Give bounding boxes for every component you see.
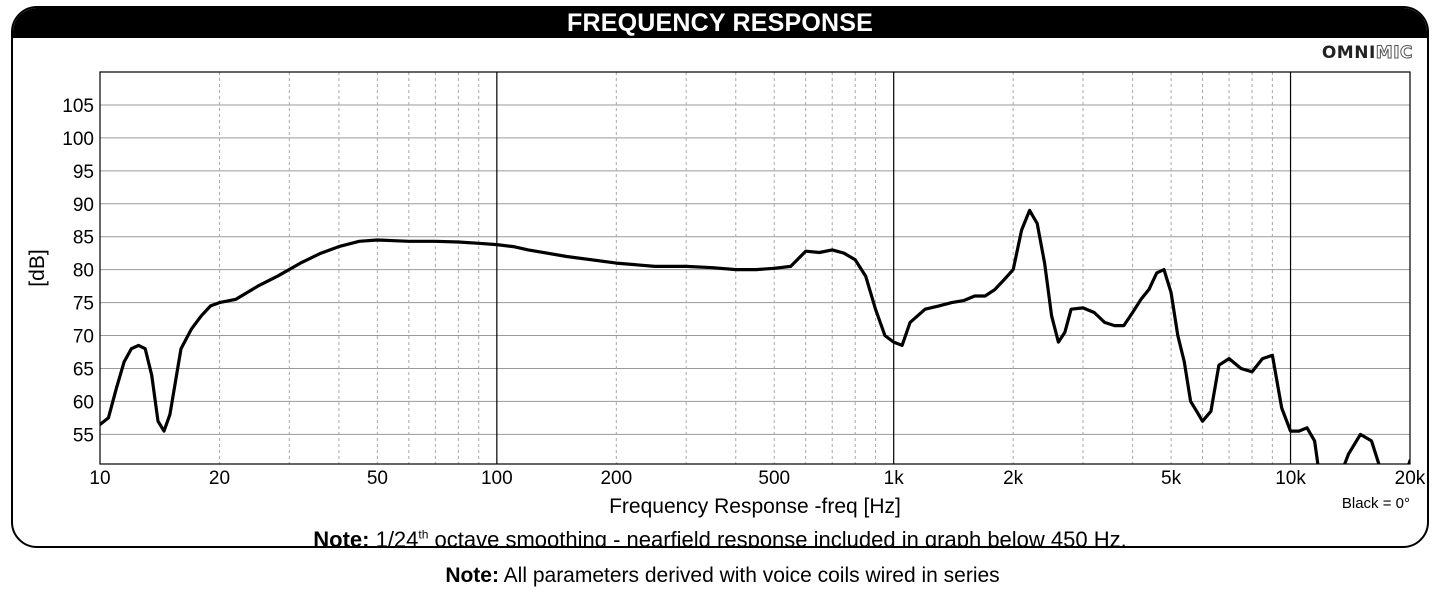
x-tick-label: 20	[209, 468, 230, 489]
x-tick-label: 200	[600, 468, 632, 489]
x-axis-label: Frequency Response -freq [Hz]	[609, 495, 901, 518]
smoothing-note-sup: th	[418, 527, 429, 542]
chart-frame: FREQUENCY RESPONSE OMNIMIC Note: 1/24th …	[11, 6, 1429, 548]
x-tick-label: 50	[367, 468, 388, 489]
y-tick-label: 95	[73, 162, 94, 183]
y-tick-label: 75	[73, 294, 94, 315]
tick-labels: 55 60 65 70 75 80 85 90 95 100 105 10 20 50 100 200 500 1…	[62, 96, 1426, 489]
x-tick-label: 5k	[1161, 468, 1182, 489]
y-tick-label: 100	[62, 129, 94, 150]
smoothing-note-text: octave smoothing - nearfield response in…	[428, 527, 1127, 548]
x-tick-label: 10	[89, 468, 110, 489]
brand-logo-mic: MIC	[1375, 43, 1413, 64]
series-wiring-note-label: Note:	[445, 564, 499, 587]
x-tick-label: 100	[481, 468, 513, 489]
x-tick-label: 500	[758, 468, 790, 489]
x-tick-label: 2k	[1003, 468, 1024, 489]
smoothing-note-label: Note:	[313, 527, 370, 548]
series-wiring-note-text: All parameters derived with voice coils …	[498, 564, 1000, 587]
brand-logo: OMNIMIC	[1321, 43, 1413, 64]
y-axis-label: [dB]	[26, 249, 49, 286]
y-tick-label: 70	[73, 327, 94, 348]
brand-logo-omni: OMNI	[1321, 43, 1376, 63]
series-wiring-note: Note: All parameters derived with voice …	[0, 564, 1445, 588]
plot-area-border	[99, 71, 1411, 465]
y-tick-label: 85	[73, 228, 94, 249]
y-tick-label: 60	[73, 392, 94, 413]
y-tick-label: 105	[62, 96, 94, 117]
x-tick-label: 20k	[1395, 468, 1426, 489]
chart-title: FREQUENCY RESPONSE	[13, 8, 1427, 38]
y-tick-label: 65	[73, 359, 94, 380]
smoothing-note: Note: 1/24th octave smoothing - nearfiel…	[13, 527, 1427, 548]
legend-annotation: Black = 0°	[1342, 495, 1410, 512]
y-tick-label: 80	[73, 261, 94, 282]
x-tick-label: 1k	[884, 468, 905, 489]
y-tick-label: 55	[73, 425, 94, 446]
x-tick-label: 10k	[1275, 468, 1306, 489]
smoothing-note-prefix: 1/24	[369, 527, 419, 548]
y-tick-label: 90	[73, 195, 94, 216]
series-line-0deg	[100, 208, 1410, 464]
